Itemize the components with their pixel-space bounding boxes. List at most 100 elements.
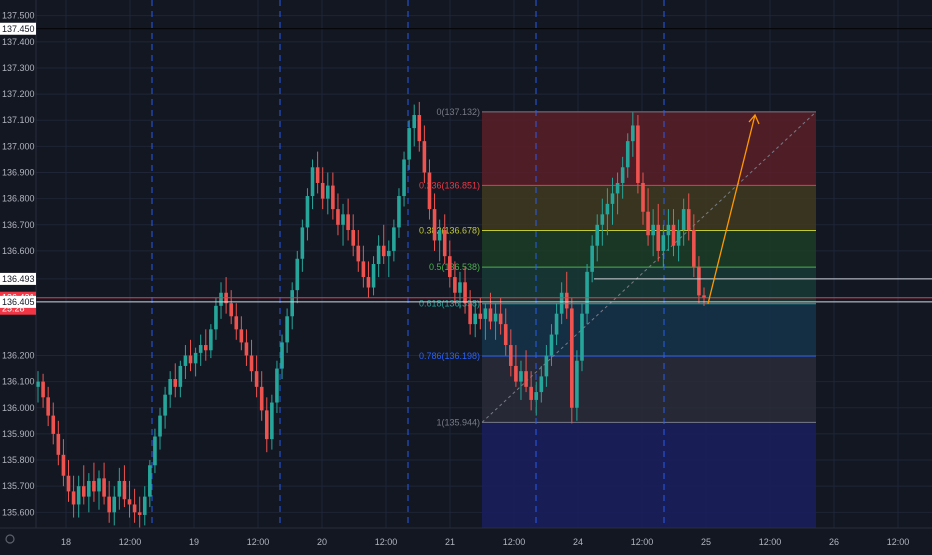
- candle-body: [676, 230, 681, 246]
- candle-body: [397, 196, 401, 228]
- candle-body: [600, 214, 605, 225]
- candle-body: [534, 392, 539, 400]
- price-tick-label: 136.900: [2, 168, 35, 178]
- candle-body: [107, 496, 111, 513]
- time-tick-label: 12:00: [887, 537, 910, 547]
- candle-body: [112, 496, 117, 513]
- fib-zone-0.5: [482, 267, 816, 304]
- fib-zone-0.786: [482, 356, 816, 423]
- candle-body: [214, 305, 218, 330]
- price-tick-label: 137.100: [2, 115, 35, 125]
- fib-trend-line[interactable]: [481, 111, 817, 423]
- candle-body: [163, 394, 167, 416]
- candle-body: [686, 209, 691, 231]
- time-tick-label: 24: [573, 537, 583, 547]
- time-tick-label: 21: [445, 537, 455, 547]
- candle-body: [681, 209, 686, 231]
- candle-body: [692, 230, 696, 267]
- candle-body: [270, 402, 274, 440]
- candle-body: [56, 433, 61, 455]
- candle-body: [346, 214, 350, 231]
- candle-body: [148, 465, 152, 497]
- candle-body: [605, 203, 610, 215]
- candle-body: [702, 295, 706, 298]
- candle-body: [453, 277, 457, 293]
- candle-body: [320, 182, 325, 199]
- candle-body: [498, 313, 503, 325]
- fib-zone-0: [482, 111, 816, 186]
- candle-body: [76, 486, 81, 505]
- candle-body: [153, 436, 157, 466]
- price-tick-label: 137.500: [2, 11, 35, 21]
- fib-level-label: 0.382(136.678): [419, 226, 480, 236]
- settings-icon[interactable]: [5, 534, 15, 544]
- time-tick-label: 20: [317, 537, 327, 547]
- candle-body: [356, 245, 361, 262]
- candle-body: [529, 386, 533, 400]
- candle-body: [590, 245, 594, 272]
- level-price-label-bg: [0, 295, 36, 308]
- candle-body: [554, 313, 559, 335]
- candle-body: [386, 250, 391, 257]
- candle-body: [87, 480, 91, 497]
- candle-body: [442, 230, 447, 257]
- candle-body: [493, 313, 498, 322]
- candle-body: [463, 282, 467, 304]
- level-price-label: 136.493: [2, 274, 35, 284]
- price-tick-label: 136.600: [2, 246, 35, 256]
- candle-body: [229, 303, 233, 317]
- candle-body: [473, 313, 478, 325]
- candle-body: [71, 491, 76, 505]
- candle-body: [66, 475, 71, 492]
- candle-body: [509, 345, 513, 366]
- candle-body: [371, 264, 376, 288]
- candle-body: [41, 381, 45, 398]
- candle-body: [36, 381, 40, 387]
- price-tick-label: 137.400: [2, 37, 35, 47]
- price-tick-label: 136.700: [2, 220, 35, 230]
- candle-body: [193, 352, 198, 364]
- price-tick-label: 137.000: [2, 141, 35, 151]
- fib-level-label: 0.786(136.198): [419, 351, 480, 361]
- time-axis-panel: [0, 528, 932, 550]
- candle-body: [661, 235, 666, 251]
- candle-body: [275, 368, 279, 403]
- candle-body: [305, 196, 310, 228]
- candle-body: [468, 303, 472, 325]
- candle-body: [656, 224, 661, 251]
- level-price-label: 137.450: [2, 24, 35, 34]
- candle-body: [102, 478, 106, 497]
- candle-body: [254, 371, 259, 387]
- candle-body: [209, 329, 213, 351]
- price-tick-label: 136.800: [2, 194, 35, 204]
- time-tick-label: 12:00: [759, 537, 782, 547]
- candle-body: [81, 486, 86, 497]
- candle-body: [361, 261, 366, 278]
- projection-arrow[interactable]: [707, 114, 756, 304]
- candle-body: [651, 224, 655, 236]
- candle-body: [315, 167, 320, 183]
- candle-body: [407, 128, 411, 160]
- time-tick-label: 12:00: [119, 537, 142, 547]
- level-price-label-bg: [0, 22, 36, 35]
- candle-body: [158, 415, 162, 437]
- candle-body: [97, 478, 101, 492]
- candle-body: [173, 379, 178, 387]
- candle-body: [290, 290, 294, 317]
- candle-body: [239, 329, 244, 343]
- candle-body: [381, 245, 386, 257]
- candle-body: [503, 324, 508, 346]
- candle-body: [376, 245, 381, 264]
- candle-body: [366, 277, 371, 288]
- price-tick-label: 136.200: [2, 350, 35, 360]
- level-price-label-bg: [0, 272, 36, 285]
- candle-body: [336, 209, 340, 225]
- candle-body: [646, 211, 650, 236]
- candle-body: [122, 480, 127, 500]
- candle-body: [300, 227, 305, 259]
- candle-body: [524, 371, 528, 387]
- fib-zone-1: [482, 422, 816, 528]
- candle-body: [636, 125, 640, 183]
